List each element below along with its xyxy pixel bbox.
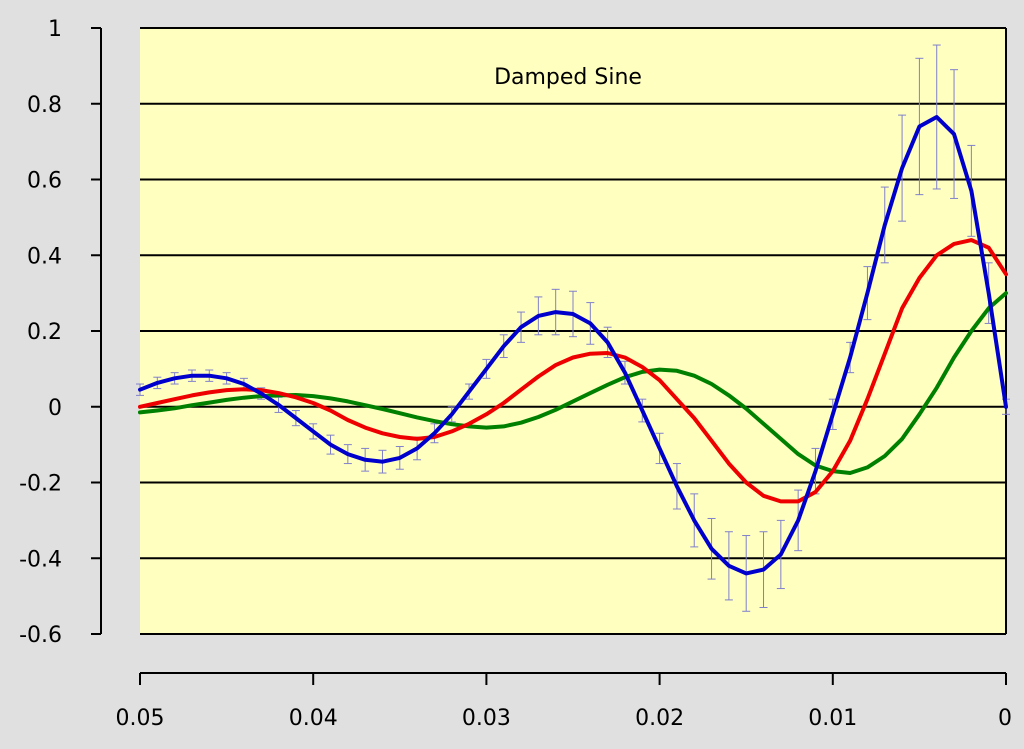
- series-line-1: [138, 238, 1008, 504]
- y-tick-label-8: -0.6: [19, 623, 62, 648]
- x-tick-label-0: 0.05: [116, 706, 165, 731]
- y-tick-label-5: 0: [48, 396, 62, 421]
- series-lines: [138, 115, 1008, 576]
- y-tick-label-1: 0.8: [27, 93, 62, 118]
- y-tick-label-3: 0.4: [27, 244, 62, 269]
- x-tick-label-1: 0.04: [289, 706, 338, 731]
- grid-lines: [140, 27, 1007, 635]
- y-tick-label-0: 1: [48, 17, 62, 42]
- x-tick-label-4: 0.01: [808, 706, 857, 731]
- y-tick-label-2: 0.6: [27, 169, 62, 194]
- chart-title: Damped Sine: [494, 65, 642, 90]
- x-tick-label-2: 0.03: [462, 706, 511, 731]
- y-tick-label-7: -0.4: [19, 547, 62, 572]
- x-axis: 0.05 0.04 0.03 0.02 0.01 0: [116, 672, 1012, 731]
- x-tick-label-5: 0: [998, 706, 1012, 731]
- x-tick-label-3: 0.02: [635, 706, 684, 731]
- y-tick-label-6: -0.2: [19, 472, 62, 497]
- series-line-0: [138, 115, 1008, 576]
- y-axis: 1 0.8 0.6 0.4 0.2 0 -0.2 -0.4 -0.6: [19, 17, 102, 648]
- y-tick-label-4: 0.2: [27, 320, 62, 345]
